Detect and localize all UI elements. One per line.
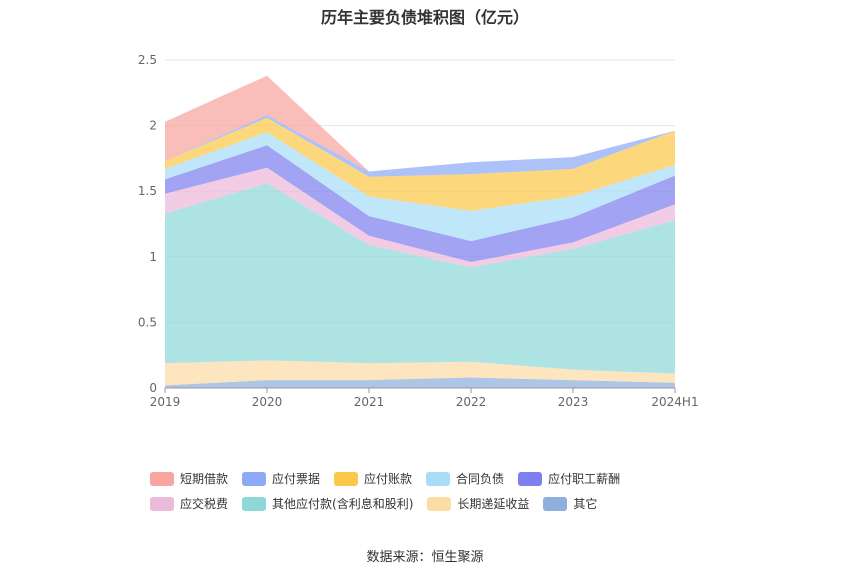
y-tick-label: 1.5 (138, 184, 157, 198)
area-series-3 (165, 167, 675, 268)
legend-swatch (242, 496, 267, 511)
legend-item[interactable]: 短期借款 (150, 470, 228, 487)
legend-swatch (427, 496, 452, 511)
x-tick-label: 2023 (558, 395, 589, 409)
y-tick-label: 0.5 (138, 315, 157, 329)
legend-label: 应付票据 (272, 472, 321, 486)
legend-item[interactable]: 长期递延收益 (427, 495, 529, 512)
legend-swatch (543, 496, 568, 511)
legend-swatch (150, 471, 174, 486)
y-tick-label: 1 (149, 250, 157, 264)
legend-item[interactable]: 其他应付款(含利息和股利) (242, 495, 413, 512)
legend-label: 合同负债 (456, 472, 505, 486)
legend-label: 长期递延收益 (457, 497, 530, 511)
legend-label: 短期借款 (180, 472, 229, 486)
legend-item[interactable]: 应付票据 (242, 470, 320, 487)
legend-item[interactable]: 应付账款 (334, 470, 412, 487)
area-series-4 (165, 145, 675, 262)
x-tick-label: 2024H1 (651, 395, 698, 409)
legend-swatch (426, 471, 451, 486)
area-series-7 (165, 115, 675, 177)
y-tick-label: 2 (149, 119, 157, 133)
area-layer (165, 75, 675, 388)
legend-row: 短期借款 应付票据 应付账款 合同负债 应付职工薪酬应交税费 其他应付款(含利息和股利) 长… (150, 470, 710, 520)
x-tick-label: 2022 (456, 395, 487, 409)
legend-item[interactable]: 应交税费 (150, 495, 228, 512)
x-tick-label: 2020 (252, 395, 283, 409)
legend-item[interactable]: 其它 (543, 495, 597, 512)
area-series-6 (165, 117, 675, 211)
legend-swatch (334, 471, 359, 486)
x-tick-label: 2019 (150, 395, 181, 409)
axis-layer: 0 0.5 1 1.5 2 2.5 2019 2020 2021 2022 2023 2024H1 (138, 53, 699, 409)
legend-item[interactable]: 应付职工薪酬 (518, 470, 620, 487)
legend-label: 其他应付款(含利息和股利) (272, 497, 414, 511)
legend-label: 应付职工薪酬 (548, 472, 621, 486)
legend-label: 应付账款 (364, 472, 413, 486)
area-series-0 (165, 377, 675, 388)
area-series-1 (165, 360, 675, 386)
legend-label: 其它 (573, 497, 598, 511)
source-note: 数据来源：恒生聚源 (366, 550, 484, 565)
y-tick-label: 2.5 (138, 53, 157, 67)
legend-swatch (242, 471, 267, 486)
legend: 短期借款 应付票据 应付账款 合同负债 应付职工薪酬应交税费 其他应付款(含利息和股利) 长… (150, 470, 710, 520)
legend-label: 应交税费 (180, 497, 229, 511)
x-tick-label: 2021 (354, 395, 385, 409)
legend-item[interactable]: 合同负债 (426, 470, 504, 487)
chart-title: 历年主要负债堆积图（亿元） (320, 8, 529, 27)
legend-swatch (518, 471, 543, 486)
area-series-2 (165, 183, 675, 374)
legend-swatch (150, 496, 174, 511)
area-series-5 (165, 132, 675, 242)
y-tick-label: 0 (149, 381, 157, 395)
